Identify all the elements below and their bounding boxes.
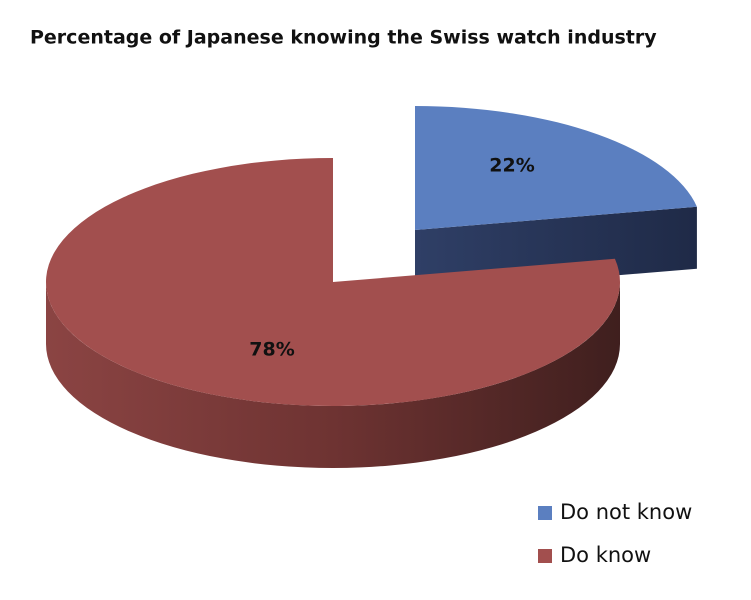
slice: [46, 158, 621, 407]
legend-label: Do not know: [560, 500, 692, 524]
legend-swatch: [538, 549, 552, 563]
value-label: 78%: [249, 339, 294, 361]
legend-swatch: [538, 506, 552, 520]
slice-side: [46, 282, 620, 468]
value-label: 22%: [489, 155, 534, 177]
slice: [415, 106, 697, 230]
legend-label: Do know: [560, 543, 651, 567]
chart-title: Percentage of Japanese knowing the Swiss…: [30, 27, 657, 49]
